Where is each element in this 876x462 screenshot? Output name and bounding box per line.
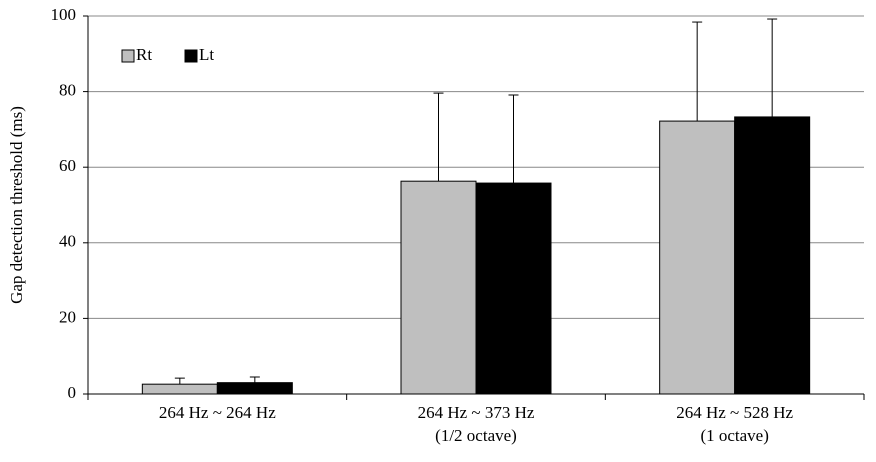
error-bar: [767, 18, 778, 117]
error-bar: [433, 92, 444, 182]
y-tick-label: 100: [51, 5, 77, 24]
bar: [475, 182, 552, 395]
legend-swatch: [121, 49, 135, 63]
bar: [659, 120, 736, 395]
y-tick-label: 20: [59, 307, 76, 326]
bar: [734, 116, 811, 395]
bar: [216, 382, 293, 395]
error-bar: [249, 376, 260, 383]
bar: [141, 383, 218, 395]
y-axis-label: Gap detection threshold (ms): [7, 106, 26, 304]
x-tick-label: 264 Hz ~ 373 Hz: [418, 403, 535, 422]
bar: [400, 180, 477, 395]
y-tick-label: 40: [59, 232, 76, 251]
y-tick-label: 0: [68, 383, 77, 402]
x-tick-label: (1/2 octave): [435, 426, 517, 445]
y-tick-label: 80: [59, 81, 76, 100]
x-tick-label: (1 octave): [700, 426, 768, 445]
x-tick-label: 264 Hz ~ 264 Hz: [159, 403, 276, 422]
legend-swatch: [184, 49, 198, 63]
error-bar: [508, 94, 519, 184]
error-bar: [692, 21, 703, 122]
x-tick-label: 264 Hz ~ 528 Hz: [676, 403, 793, 422]
error-bar: [174, 377, 185, 385]
legend-label: Rt: [136, 45, 152, 64]
y-tick-label: 60: [59, 156, 76, 175]
legend-label: Lt: [199, 45, 214, 64]
